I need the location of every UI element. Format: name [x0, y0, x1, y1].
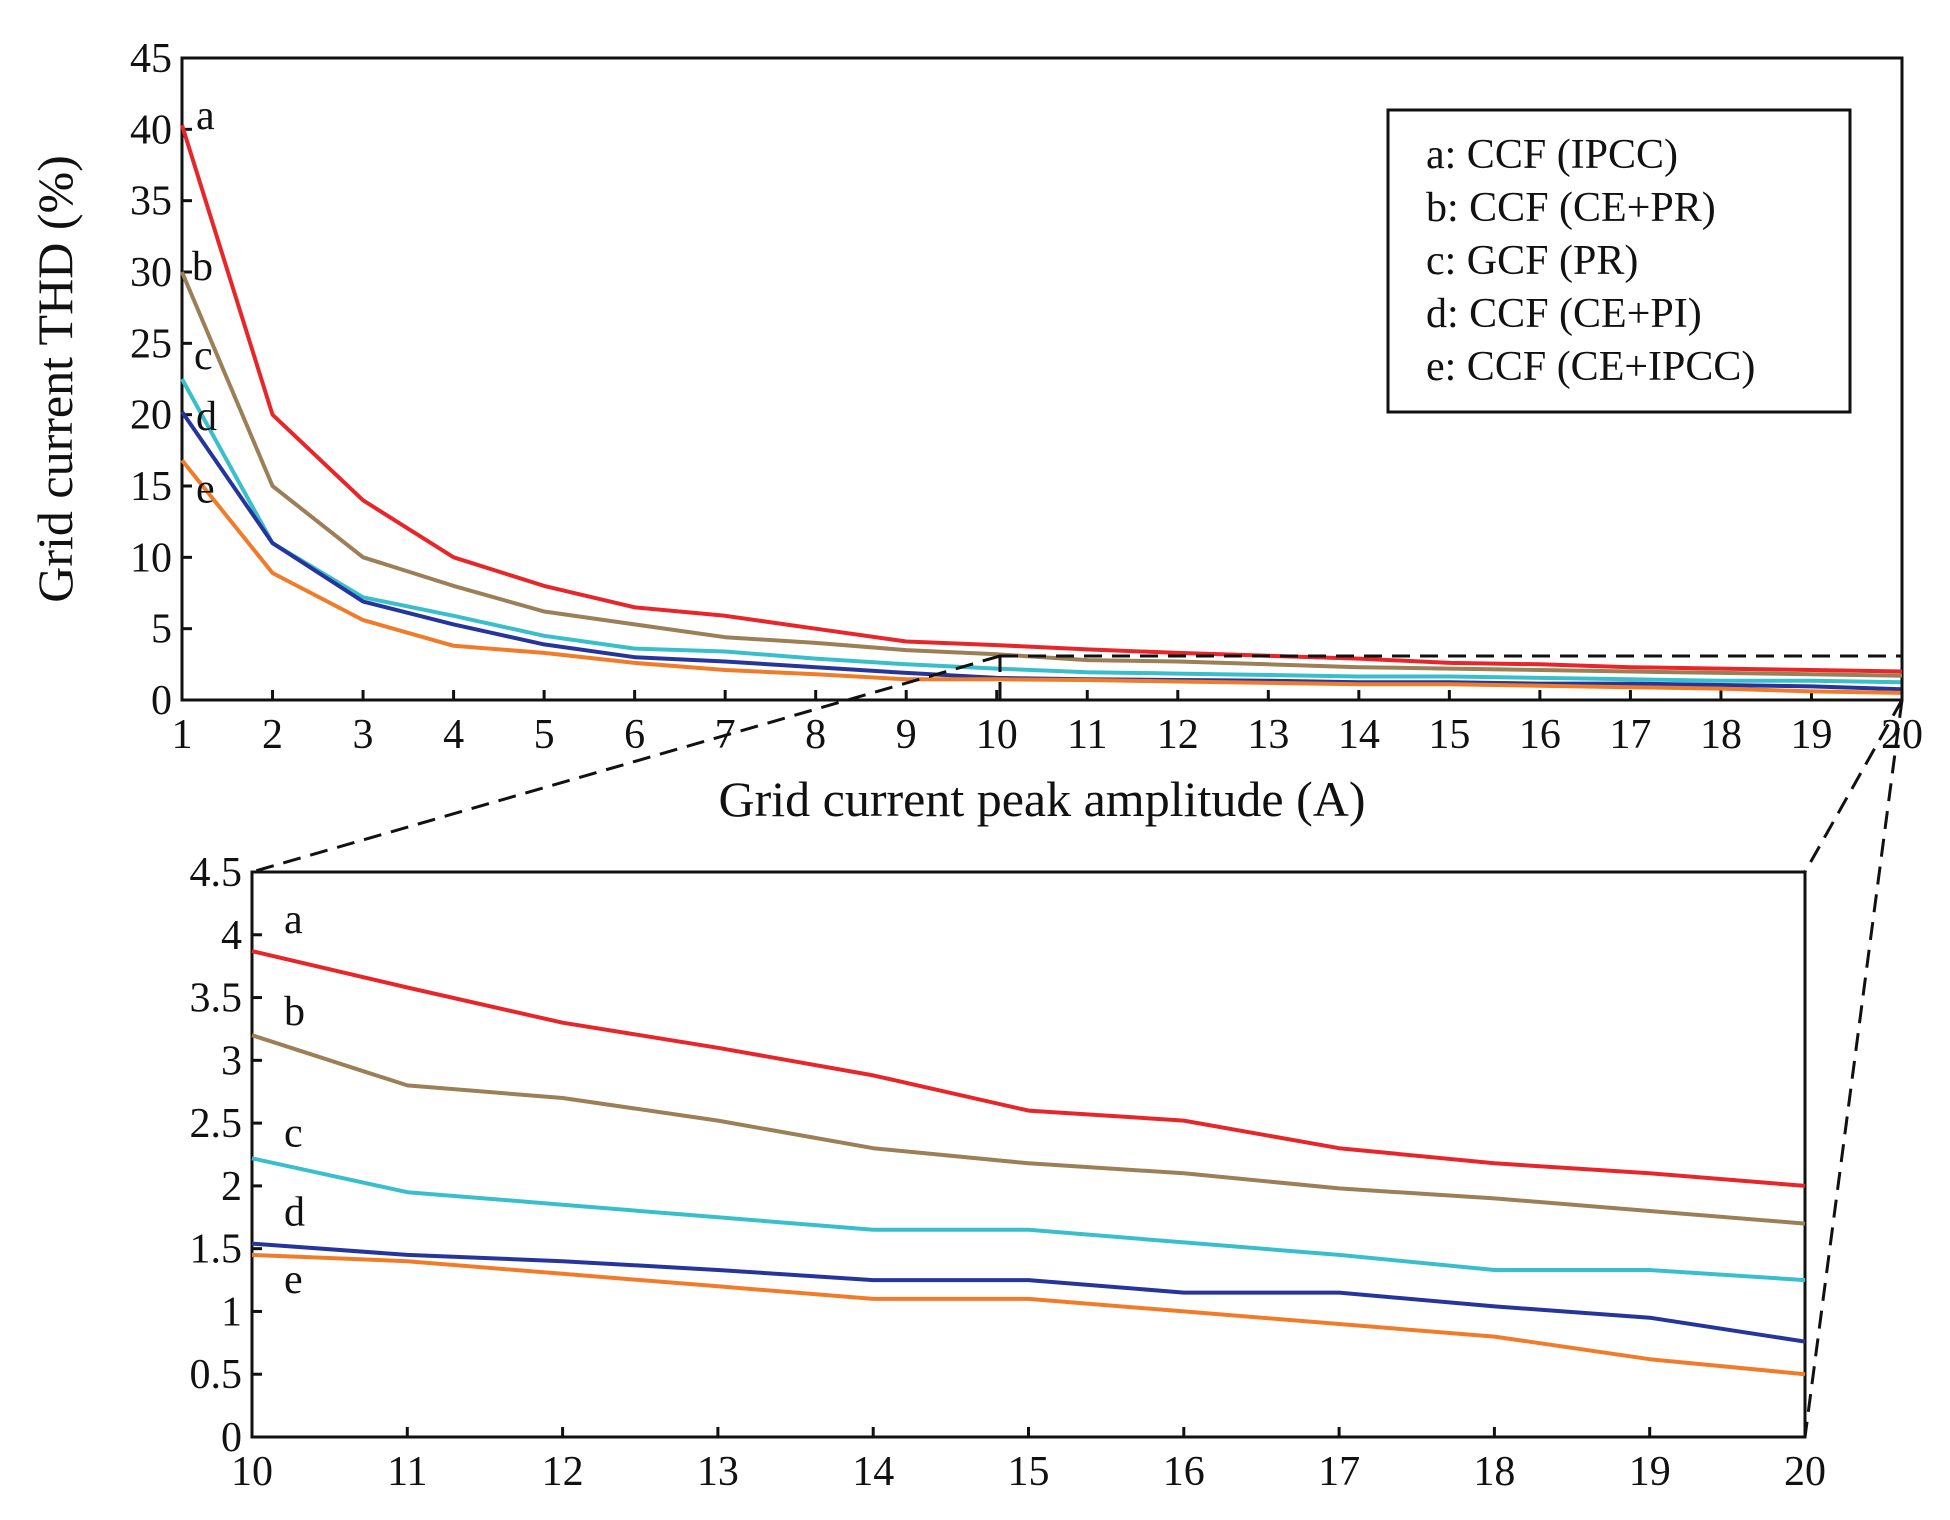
main-xtick-label: 1 [172, 712, 193, 758]
zoom-xtick-label: 15 [1008, 1449, 1050, 1495]
main-xtick-label: 18 [1700, 712, 1742, 758]
legend-item-c: c: GCF (PR) [1426, 238, 1638, 284]
legend: a: CCF (IPCC) b: CCF (CE+PR) c: GCF (PR)… [1386, 108, 1852, 414]
main-xtick-label: 2 [262, 712, 283, 758]
main-xtick-label: 16 [1519, 712, 1561, 758]
main-xtick-label: 9 [896, 712, 917, 758]
zoom-ytick-label: 4 [221, 913, 242, 959]
zoom-series-d [251, 1241, 1806, 1344]
main-xtick-label: 12 [1157, 712, 1199, 758]
zoom-xtick-label: 18 [1473, 1449, 1515, 1495]
zoom-connector-left [251, 654, 1001, 874]
zoom-y-axis: 0 0.5 1 1.5 2 2.5 3 3.5 4 4.5 [190, 850, 262, 1461]
zoom-series-group [251, 949, 1806, 1377]
zoom-curve-label-e: e [284, 1257, 303, 1303]
zoom-curve-label-d: d [284, 1190, 305, 1236]
zoom-xtick-label: 20 [1784, 1449, 1826, 1495]
main-ytick-label: 45 [130, 36, 172, 82]
main-x-axis-title: Grid current peak amplitude (A) [719, 771, 1366, 827]
zoom-curve-label-b: b [284, 989, 305, 1035]
main-series-c [180, 378, 1903, 685]
zoom-ytick-label: 2 [221, 1164, 242, 1210]
zoom-connector-right [1803, 699, 1904, 873]
main-curve-label-a: a [196, 93, 215, 139]
zoom-curve-label-c: c [284, 1110, 303, 1156]
main-x-axis: 1 2 3 4 5 6 7 8 9 10 11 12 13 14 15 16 17 18 19 20 [172, 690, 1923, 758]
main-ytick-label: 30 [130, 250, 172, 296]
main-xtick-label: 10 [976, 712, 1018, 758]
zoom-xtick-label: 13 [697, 1449, 739, 1495]
zoom-series-e [251, 1252, 1806, 1377]
main-xtick-label: 6 [624, 712, 645, 758]
zoom-ytick-label: 1 [221, 1289, 242, 1335]
main-xtick-label: 4 [443, 712, 464, 758]
main-y-axis-title: Grid current THD (%) [27, 155, 83, 603]
zoom-ytick-label: 4.5 [190, 850, 243, 896]
main-curve-label-c: c [194, 333, 213, 379]
main-ytick-label: 25 [130, 321, 172, 367]
main-curve-label-e: e [196, 466, 215, 512]
main-series-e [180, 459, 1903, 695]
main-ytick-label: 0 [151, 678, 172, 724]
zoom-ytick-label: 3.5 [190, 976, 243, 1022]
zoom-region-box [998, 654, 1904, 702]
zoom-connector [251, 654, 1904, 1438]
main-xtick-label: 8 [805, 712, 826, 758]
zoom-x-axis: 10 11 12 13 14 15 16 17 18 19 20 [231, 1427, 1826, 1495]
zoom-xtick-label: 14 [852, 1449, 894, 1495]
zoom-series-c [251, 1156, 1806, 1283]
zoom-series-a [251, 949, 1806, 1188]
main-xtick-label: 19 [1790, 712, 1832, 758]
zoom-chart: 00.511.522.533.544.5 10 11 12 13 14 15 16 17 18 1… [190, 850, 1827, 1495]
main-ytick-label: 10 [130, 535, 172, 581]
zoom-ytick-label: 3 [221, 1038, 242, 1084]
zoom-ytick-label: 0.5 [190, 1352, 243, 1398]
legend-item-e: e: CCF (CE+IPCC) [1426, 344, 1755, 390]
main-ytick-label: 35 [130, 179, 172, 225]
legend-item-a: a: CCF (IPCC) [1426, 132, 1678, 178]
main-xtick-label: 14 [1338, 712, 1380, 758]
zoom-series-b [251, 1033, 1806, 1226]
zoom-xtick-label: 10 [231, 1449, 273, 1495]
zoom-xtick-label: 12 [542, 1449, 584, 1495]
zoom-plot-frame [250, 870, 1807, 1439]
main-xtick-label: 11 [1067, 712, 1107, 758]
main-xtick-label: 3 [353, 712, 374, 758]
main-series-a [180, 124, 1903, 674]
legend-item-d: d: CCF (CE+PI) [1426, 291, 1702, 337]
zoom-xtick-label: 19 [1629, 1449, 1671, 1495]
zoom-xtick-label: 17 [1318, 1449, 1360, 1495]
main-curve-label-b: b [192, 244, 213, 290]
main-xtick-label: 17 [1609, 712, 1651, 758]
zoom-ytick-label: 0 [221, 1415, 242, 1461]
main-xtick-label: 13 [1247, 712, 1289, 758]
zoom-connector-right-bottom [1803, 699, 1904, 1438]
zoom-curve-label-a: a [284, 897, 303, 943]
main-xtick-label: 5 [534, 712, 555, 758]
main-xtick-label: 15 [1428, 712, 1470, 758]
zoom-ytick-label: 1.5 [190, 1227, 243, 1273]
main-xtick-label: 20 [1881, 712, 1923, 758]
legend-item-b: b: CCF (CE+PR) [1426, 185, 1716, 231]
legend-box [1386, 108, 1852, 414]
main-ytick-label: 20 [130, 393, 172, 439]
zoom-ytick-label: 2.5 [190, 1101, 243, 1147]
zoom-curve-labels: ab cde [284, 897, 305, 1303]
main-ytick-label: 40 [130, 107, 172, 153]
main-curve-label-d: d [196, 394, 217, 440]
zoom-xtick-label: 16 [1163, 1449, 1205, 1495]
zoom-xtick-label: 11 [387, 1449, 427, 1495]
main-ytick-label: 15 [130, 464, 172, 510]
main-ytick-label: 5 [151, 607, 172, 653]
